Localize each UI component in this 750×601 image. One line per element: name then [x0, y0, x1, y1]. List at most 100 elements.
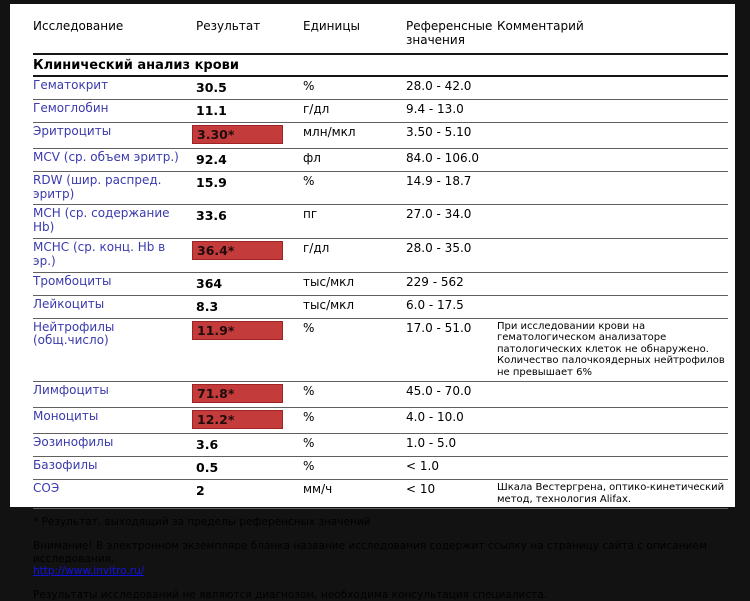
comment-text	[497, 122, 728, 149]
comment-text	[497, 456, 728, 481]
test-name-link[interactable]: СОЭ	[33, 481, 60, 496]
comment-text	[497, 204, 728, 239]
comment-text	[497, 75, 728, 100]
results-table: Исследование Результат Единицы Референсн…	[33, 17, 728, 510]
test-name-link[interactable]: Базофилы	[33, 458, 98, 473]
result-value: 0.5	[196, 460, 219, 476]
reference-value: 229 - 562	[406, 272, 497, 296]
col-header-units: Единицы	[303, 17, 406, 55]
test-name-link[interactable]: Эритроциты	[33, 123, 112, 138]
test-name-link[interactable]: Нейтрофилы (общ.число)	[33, 319, 115, 348]
section-title: Клинический анализ крови	[33, 53, 728, 77]
reference-value: 27.0 - 34.0	[406, 204, 497, 239]
test-name-link[interactable]: Гематокрит	[33, 77, 109, 92]
result-value: 3.6	[196, 437, 219, 453]
units-value: %	[303, 75, 406, 100]
reference-value: 28.0 - 42.0	[406, 75, 497, 100]
units-value: %	[303, 171, 406, 206]
table-row: Эритроциты 3.30* млн/мкл 3.50 - 5.10	[33, 122, 728, 149]
comment-text	[497, 407, 728, 435]
table-row: RDW (шир. распред. эритр) 15.9 % 14.9 - …	[33, 171, 728, 206]
units-value: мм/ч	[303, 479, 406, 510]
comment-text	[497, 238, 728, 273]
result-value: 33.6	[196, 208, 227, 224]
units-value: пг	[303, 204, 406, 239]
units-value: фл	[303, 148, 406, 172]
units-value: %	[303, 407, 406, 435]
test-name-link[interactable]: MCV (ср. объем эритр.)	[33, 149, 179, 164]
section-row: Клинический анализ крови	[33, 53, 728, 77]
comment-text	[497, 99, 728, 123]
col-header-study: Исследование	[33, 17, 196, 55]
results-table-body: Гематокрит 30.5 % 28.0 - 42.0 Гемоглобин…	[33, 75, 728, 510]
table-row: Базофилы 0.5 % < 1.0	[33, 456, 728, 481]
test-name-link[interactable]: RDW (шир. распред. эритр)	[33, 172, 162, 201]
comment-text	[497, 171, 728, 206]
comment-text	[497, 148, 728, 172]
units-value: млн/мкл	[303, 122, 406, 149]
units-value: тыс/мкл	[303, 272, 406, 296]
invitro-link[interactable]: http://www.invitro.ru/	[33, 565, 145, 578]
result-value: 364	[196, 275, 223, 291]
comment-text	[497, 295, 728, 319]
result-value: 8.3	[196, 298, 219, 314]
notice-text: Внимание! В электронном экземпляре бланк…	[33, 540, 707, 565]
reference-value: 4.0 - 10.0	[406, 407, 497, 435]
units-value: %	[303, 318, 406, 383]
col-header-result: Результат	[196, 17, 303, 55]
reference-value: 6.0 - 17.5	[406, 295, 497, 319]
comment-text	[497, 433, 728, 458]
result-value: 30.5	[196, 79, 227, 95]
reference-value: 1.0 - 5.0	[406, 433, 497, 458]
table-row: СОЭ 2 мм/ч < 10 Шкала Вестергрена, оптик…	[33, 479, 728, 510]
table-row: Моноциты 12.2* % 4.0 - 10.0	[33, 407, 728, 435]
reference-value: < 1.0	[406, 456, 497, 481]
result-value: 36.4*	[192, 240, 283, 260]
result-value: 11.1	[196, 102, 227, 118]
table-row: Эозинофилы 3.6 % 1.0 - 5.0	[33, 433, 728, 458]
result-value: 15.9	[196, 174, 227, 190]
units-value: %	[303, 433, 406, 458]
test-name-link[interactable]: Гемоглобин	[33, 100, 109, 115]
comment-text	[497, 272, 728, 296]
test-name-link[interactable]: Тромбоциты	[33, 273, 112, 288]
table-row: MCH (ср. содержание Hb) 33.6 пг 27.0 - 3…	[33, 204, 728, 239]
test-name-link[interactable]: Моноциты	[33, 409, 99, 424]
units-value: %	[303, 381, 406, 409]
reference-value: 3.50 - 5.10	[406, 122, 497, 149]
units-value: г/дл	[303, 238, 406, 273]
footnote: * Результат, выходящий за пределы рефере…	[33, 516, 371, 529]
comment-text	[497, 381, 728, 409]
table-row: Нейтрофилы (общ.число) 11.9* % 17.0 - 51…	[33, 318, 728, 383]
result-value: 11.9*	[192, 320, 283, 340]
result-value: 2	[196, 483, 205, 499]
test-name-link[interactable]: Лейкоциты	[33, 296, 105, 311]
table-row: Лимфоциты 71.8* % 45.0 - 70.0	[33, 381, 728, 409]
result-value: 92.4	[196, 151, 227, 167]
table-row: MCV (ср. объем эритр.) 92.4 фл 84.0 - 10…	[33, 148, 728, 172]
table-row: Тромбоциты 364 тыс/мкл 229 - 562	[33, 272, 728, 296]
reference-value: 45.0 - 70.0	[406, 381, 497, 409]
result-value: 71.8*	[192, 384, 283, 404]
table-row: Гематокрит 30.5 % 28.0 - 42.0	[33, 75, 728, 100]
test-name-link[interactable]: Лимфоциты	[33, 383, 109, 398]
comment-text: Шкала Вестергрена, оптико-кинетический м…	[497, 479, 728, 510]
test-name-link[interactable]: Эозинофилы	[33, 435, 114, 450]
test-name-link[interactable]: MCH (ср. содержание Hb)	[33, 206, 170, 235]
result-value: 3.30*	[192, 124, 283, 144]
units-value: г/дл	[303, 99, 406, 123]
units-value: тыс/мкл	[303, 295, 406, 319]
table-row: MCHC (ср. конц. Hb в эр.) 36.4* г/дл 28.…	[33, 238, 728, 273]
col-header-comment: Комментарий	[497, 17, 728, 55]
reference-value: 84.0 - 106.0	[406, 148, 497, 172]
table-header-row: Исследование Результат Единицы Референсн…	[33, 17, 728, 55]
units-value: %	[303, 456, 406, 481]
reference-value: 14.9 - 18.7	[406, 171, 497, 206]
disclaimer: Результаты исследований не являются диаг…	[33, 588, 548, 601]
reference-value: < 10	[406, 479, 497, 510]
comment-text: При исследовании крови на гематологическ…	[497, 318, 728, 383]
reference-value: 9.4 - 13.0	[406, 99, 497, 123]
test-name-link[interactable]: MCHC (ср. конц. Hb в эр.)	[33, 239, 166, 268]
notice-block: Внимание! В электронном экземпляре бланк…	[33, 540, 735, 578]
table-row: Гемоглобин 11.1 г/дл 9.4 - 13.0	[33, 99, 728, 123]
